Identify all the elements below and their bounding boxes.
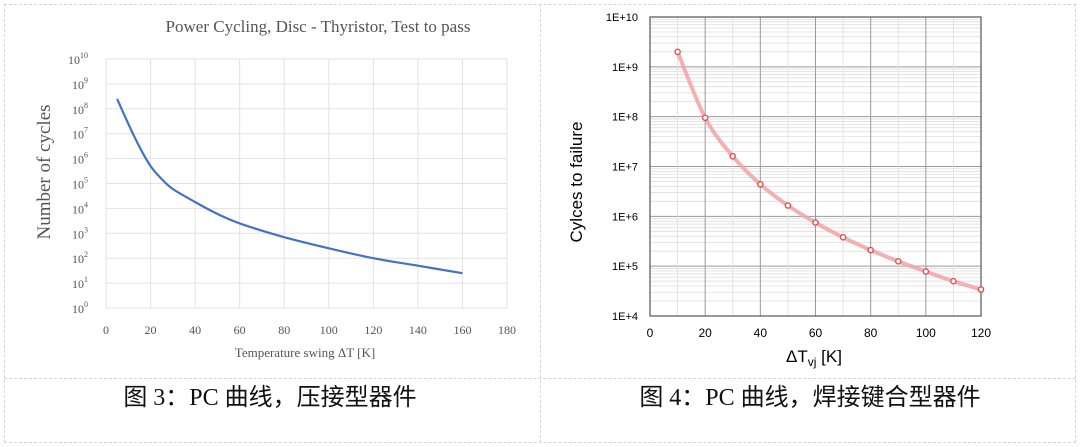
left-x-tick-label: 100 bbox=[320, 323, 338, 337]
right-y-axis-label: Cylces to failure bbox=[567, 122, 586, 243]
vertical-divider bbox=[540, 4, 541, 443]
right-x-tick-label: 120 bbox=[971, 326, 991, 340]
right-data-point bbox=[784, 202, 792, 209]
left-y-tick-label: 105 bbox=[72, 176, 88, 192]
right-x-tick-label: 40 bbox=[754, 326, 768, 340]
right-x-tick-labels: 0 20 40 60 80 100 120 bbox=[647, 326, 992, 340]
right-series bbox=[674, 48, 985, 293]
right-data-point bbox=[977, 286, 985, 293]
left-x-tick-label: 140 bbox=[409, 323, 427, 337]
left-series-line bbox=[116, 98, 463, 275]
right-plot-border bbox=[649, 16, 982, 317]
right-data-point bbox=[674, 48, 681, 56]
left-y-axis-label: Number of cycles bbox=[34, 104, 55, 239]
left-x-tick-label: 60 bbox=[234, 323, 246, 337]
left-y-tick-labels: 100 101 102 103 104 105 106 107 108 109 1010 bbox=[68, 51, 88, 316]
right-y-tick-labels: 1E+4 1E+5 1E+6 1E+7 1E+8 1E+9 1E+10 bbox=[606, 12, 638, 323]
right-data-point bbox=[950, 277, 957, 285]
chart-power-cycling-disc-thyristor: 100 101 102 103 104 105 106 107 108 109 1010 0 20 40… bbox=[34, 17, 516, 360]
right-x-tick-label: 0 bbox=[647, 326, 654, 340]
left-y-tick-label: 102 bbox=[72, 250, 88, 266]
left-grid bbox=[105, 58, 508, 309]
left-chart-title: Power Cycling, Disc - Thyristor, Test to… bbox=[166, 17, 471, 36]
right-grid bbox=[649, 16, 982, 317]
left-x-tick-label: 120 bbox=[364, 323, 382, 337]
right-data-point bbox=[729, 153, 737, 160]
right-data-point bbox=[839, 233, 847, 241]
left-y-tick-label: 101 bbox=[72, 275, 88, 291]
left-x-tick-label: 0 bbox=[103, 323, 109, 337]
left-y-tick-label: 104 bbox=[72, 200, 88, 216]
left-series bbox=[116, 98, 463, 275]
left-x-tick-label: 40 bbox=[189, 323, 201, 337]
left-x-tick-label: 80 bbox=[278, 323, 290, 337]
right-y-tick-label: 1E+6 bbox=[612, 211, 638, 223]
left-y-tick-label: 100 bbox=[72, 300, 88, 316]
left-y-tick-label: 103 bbox=[72, 225, 88, 241]
right-y-tick-label: 1E+10 bbox=[606, 12, 638, 24]
right-data-point bbox=[701, 114, 709, 122]
left-x-axis-label: Temperature swing ΔT [K] bbox=[235, 345, 375, 360]
right-x-tick-label: 20 bbox=[698, 326, 712, 340]
left-x-tick-label: 20 bbox=[145, 323, 157, 337]
right-data-point bbox=[757, 180, 764, 188]
right-series-line bbox=[675, 49, 983, 292]
right-data-point bbox=[812, 219, 819, 226]
right-data-point bbox=[867, 246, 874, 254]
caption-figure-3: 图 3：PC 曲线，压接型器件 bbox=[123, 385, 417, 411]
right-y-tick-label: 1E+8 bbox=[612, 112, 638, 124]
right-y-tick-label: 1E+5 bbox=[612, 261, 638, 273]
right-x-tick-label: 60 bbox=[809, 326, 823, 340]
chart-cycles-to-failure: 1E+4 1E+5 1E+6 1E+7 1E+8 1E+9 1E+10 0 20 40 60 80 1… bbox=[567, 12, 992, 369]
right-y-tick-label: 1E+9 bbox=[612, 62, 638, 74]
left-y-tick-label: 108 bbox=[72, 101, 88, 117]
left-y-tick-label: 109 bbox=[72, 76, 88, 92]
horizontal-divider bbox=[4, 378, 1076, 379]
right-data-point bbox=[894, 258, 902, 265]
caption-figure-4: 图 4：PC 曲线，焊接键合型器件 bbox=[639, 385, 981, 411]
right-data-point bbox=[922, 268, 930, 275]
right-y-tick-label: 1E+7 bbox=[612, 162, 638, 174]
left-y-tick-label: 106 bbox=[72, 151, 88, 167]
left-x-tick-label: 180 bbox=[498, 323, 516, 337]
left-x-tick-labels: 0 20 40 60 80 100 120 140 160 180 bbox=[103, 323, 516, 337]
left-x-tick-label: 160 bbox=[453, 323, 471, 337]
right-y-tick-label: 1E+4 bbox=[612, 311, 638, 323]
right-x-tick-label: 100 bbox=[916, 326, 936, 340]
left-y-tick-label: 107 bbox=[72, 126, 88, 142]
right-x-axis-label: ΔTvj [K] bbox=[786, 347, 842, 369]
right-x-tick-label: 80 bbox=[864, 326, 878, 340]
left-y-tick-label: 1010 bbox=[68, 51, 88, 67]
